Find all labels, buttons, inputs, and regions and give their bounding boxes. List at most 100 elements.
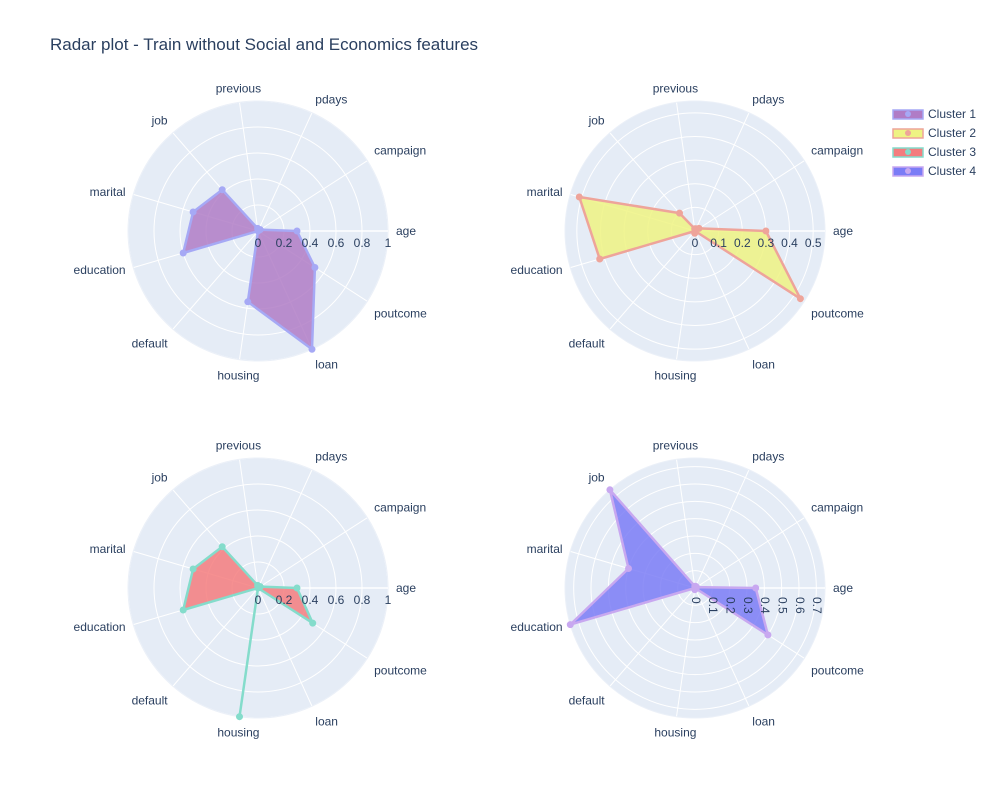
angular-gridline <box>676 587 696 717</box>
angular-axis-label: marital <box>527 542 563 556</box>
radial-tick-label: 0.3 <box>758 236 775 250</box>
angular-axis-label: marital <box>527 185 563 199</box>
angular-axis-label: previous <box>216 81 261 95</box>
angular-gridline <box>694 230 750 350</box>
data-point <box>676 209 683 217</box>
legend-label: Cluster 4 <box>928 164 976 178</box>
angular-axis-label: default <box>569 693 606 707</box>
angular-gridline <box>172 587 259 687</box>
angular-gridline <box>257 587 313 707</box>
data-point <box>762 227 770 235</box>
angular-gridline <box>609 587 696 687</box>
angular-axis-label: loan <box>315 358 338 372</box>
angular-gridline <box>694 160 805 232</box>
angular-axis-label: housing <box>217 369 259 383</box>
radial-tick-label: 0 <box>692 236 699 250</box>
data-point <box>691 227 699 235</box>
chart-title: Radar plot - Train without Social and Ec… <box>50 35 478 54</box>
angular-axis-label: age <box>396 224 416 238</box>
angular-gridline <box>676 102 696 232</box>
angular-axis-label: loan <box>315 715 338 729</box>
angular-axis-label: housing <box>654 726 696 740</box>
radial-tick-label: 0.4 <box>302 593 319 607</box>
radial-tick-label: 0.2 <box>734 236 751 250</box>
angular-gridline <box>694 112 750 232</box>
radial-tick-label: 0.2 <box>276 593 293 607</box>
angular-gridline <box>694 517 805 589</box>
angular-axis-label: job <box>151 471 168 485</box>
angular-axis-label: job <box>588 114 605 128</box>
angular-gridline <box>172 230 259 330</box>
radar-panel-3: 0 0.2 0.4 0.6 0.8 1 age campaign pdays previous jo… <box>74 438 428 739</box>
angular-gridline <box>239 459 259 589</box>
radial-tick-label: 0.1 <box>710 236 727 250</box>
data-point <box>575 193 583 201</box>
radial-tick-label: 0.2 <box>724 597 738 614</box>
radial-tick-label: 0.2 <box>276 236 293 250</box>
angular-axis-label: previous <box>653 81 698 95</box>
data-point <box>752 584 760 592</box>
angular-axis-label: education <box>74 620 126 634</box>
legend-item[interactable]: Cluster 2 <box>892 126 976 140</box>
radial-tick-label: 0.5 <box>776 597 790 614</box>
data-point <box>254 584 262 592</box>
angular-axis-label: pdays <box>315 450 347 464</box>
angular-axis-label: job <box>588 471 605 485</box>
data-point <box>293 227 301 235</box>
angular-axis-label: previous <box>653 438 698 452</box>
data-point <box>566 621 574 629</box>
radial-tick-label: 0.4 <box>302 236 319 250</box>
radar-panel-2: 0 0.1 0.2 0.3 0.4 0.5 age campaign pdays previous… <box>511 81 865 382</box>
angular-axis-label: loan <box>752 715 775 729</box>
angular-axis-label: marital <box>90 185 126 199</box>
angular-axis-label: poutcome <box>811 664 864 678</box>
angular-axis-label: education <box>511 263 563 277</box>
angular-axis-label: campaign <box>374 143 426 157</box>
angular-axis-label: campaign <box>811 143 863 157</box>
legend-item[interactable]: Cluster 3 <box>892 145 976 159</box>
data-point <box>179 249 187 257</box>
data-point <box>189 208 197 216</box>
angular-axis-label: poutcome <box>374 664 427 678</box>
radial-tick-label: 0.4 <box>781 236 798 250</box>
angular-axis-label: housing <box>654 369 696 383</box>
radial-tick-label: 0.6 <box>328 593 345 607</box>
radial-tick-label: 0.6 <box>328 236 345 250</box>
radial-tick-label: 0.7 <box>810 597 824 614</box>
legend-item[interactable]: Cluster 4 <box>892 164 976 178</box>
angular-axis-label: poutcome <box>811 307 864 321</box>
data-point <box>764 631 772 639</box>
legend-label: Cluster 3 <box>928 145 976 159</box>
data-point <box>691 584 699 592</box>
radial-tick-label: 1 <box>385 236 392 250</box>
legend: Cluster 1 Cluster 2 Cluster 3 Cluster 4 <box>892 107 976 178</box>
data-point <box>796 295 804 303</box>
data-point <box>189 565 197 573</box>
data-point <box>311 264 319 271</box>
legend-marker <box>905 130 911 136</box>
radial-tick-label: 0 <box>689 597 703 604</box>
data-point <box>293 584 301 592</box>
angular-axis-label: pdays <box>752 450 784 464</box>
radar-panel-1: 0 0.2 0.4 0.6 0.8 1 age campaign pdays previous jo… <box>74 81 428 382</box>
angular-gridline <box>257 112 313 232</box>
angular-gridline <box>257 160 368 232</box>
radar-panel-4: 0 0.1 0.2 0.3 0.4 0.5 0.6 0.7 age campaign pdays pr… <box>511 438 865 739</box>
angular-axis-label: education <box>511 620 563 634</box>
angular-gridline <box>257 469 313 589</box>
legend-marker <box>905 111 911 117</box>
radial-tick-label: 0.1 <box>706 597 720 614</box>
legend-marker <box>905 149 911 155</box>
data-point <box>236 713 243 721</box>
radial-tick-label: 0 <box>255 593 262 607</box>
radial-tick-label: 0 <box>255 236 262 250</box>
angular-gridline <box>257 517 368 589</box>
radial-tick-label: 0.3 <box>741 597 755 614</box>
data-point <box>218 543 226 551</box>
data-point <box>244 298 252 306</box>
angular-axis-label: pdays <box>752 93 784 107</box>
angular-axis-label: housing <box>217 726 259 740</box>
angular-gridline <box>609 230 696 330</box>
legend-item[interactable]: Cluster 1 <box>892 107 976 121</box>
